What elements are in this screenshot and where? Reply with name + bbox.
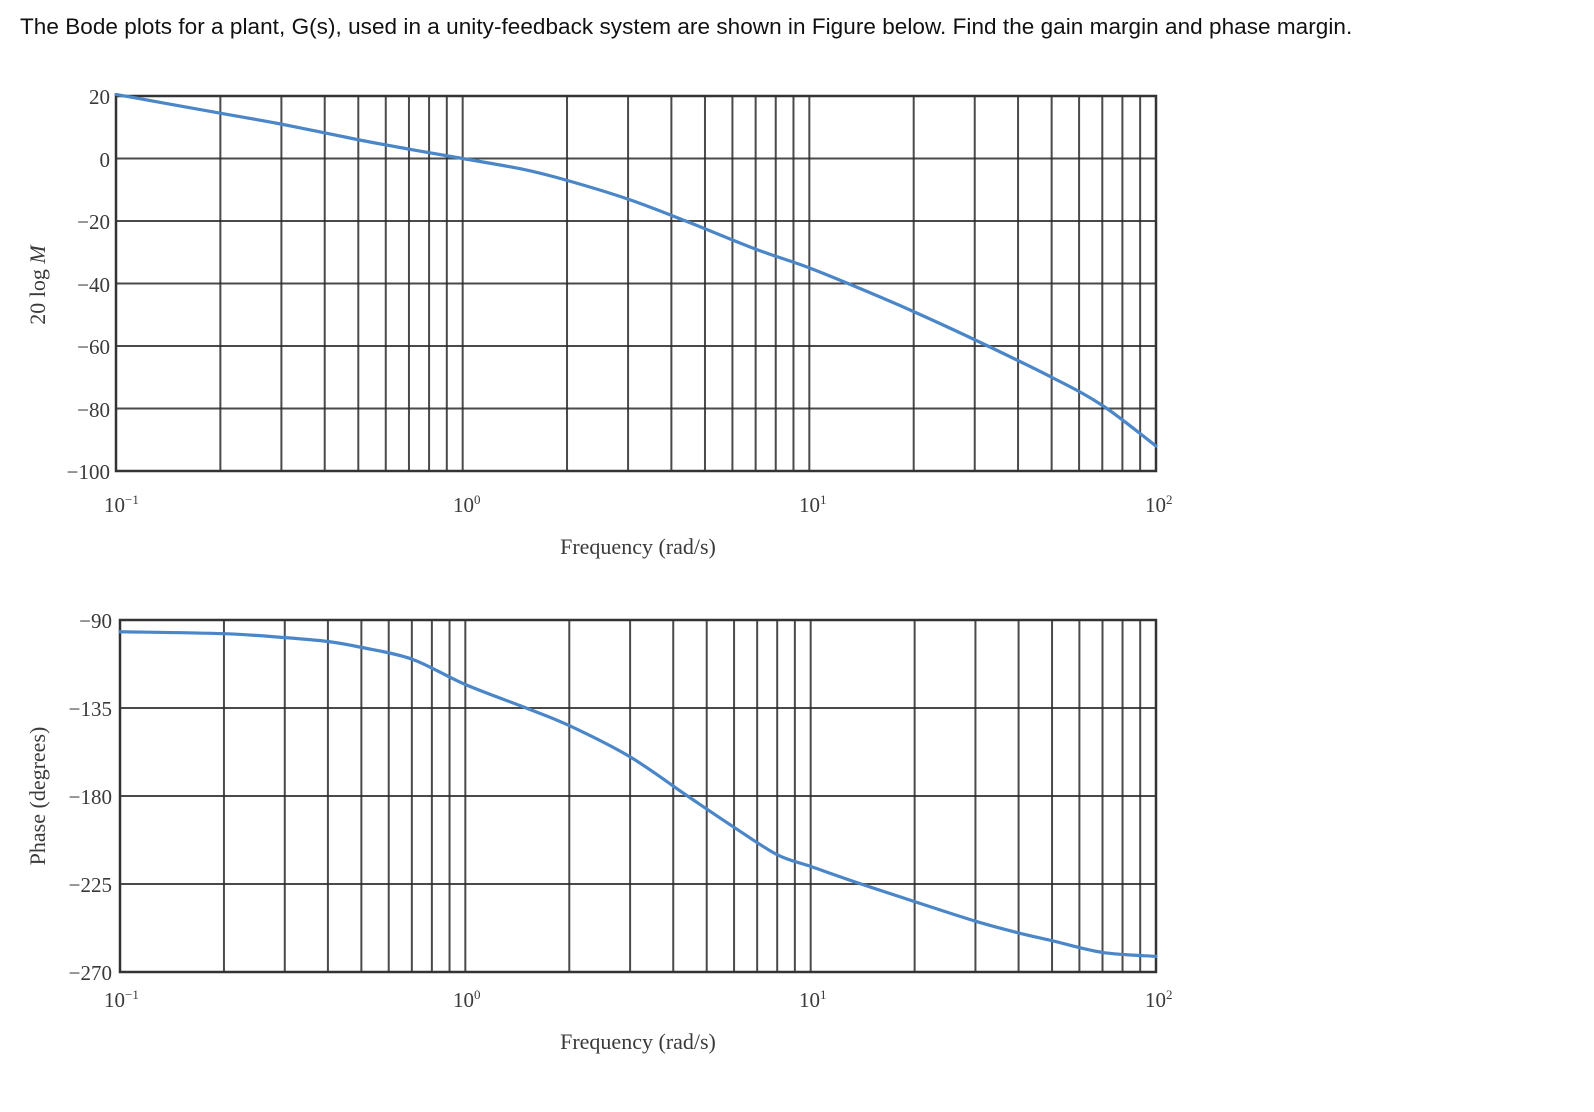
- y-tick: 0: [100, 148, 111, 172]
- phase-y-axis-label: Phase (degrees): [25, 727, 50, 866]
- x-tick: 10−1: [104, 492, 139, 517]
- magnitude-y-axis-label: 20 log M: [25, 244, 50, 325]
- y-tick: −180: [69, 785, 112, 809]
- x-tick: 101: [799, 492, 827, 517]
- question-text: The Bode plots for a plant, G(s), used i…: [20, 14, 1353, 39]
- magnitude-x-ticks: 10−1 100 101 102: [104, 492, 1173, 517]
- y-tick: −135: [69, 697, 112, 721]
- magnitude-plot: 20 0 −20 −40 −60 −80 −100 10−1 100 101 1…: [25, 85, 1173, 559]
- y-tick: −80: [77, 398, 110, 422]
- y-tick: −100: [67, 460, 110, 484]
- y-tick: −225: [69, 873, 112, 897]
- magnitude-x-axis-label: Frequency (rad/s): [560, 534, 716, 559]
- phase-plot: −90 −135 −180 −225 −270 10−1 100 101 102…: [25, 609, 1173, 1054]
- x-tick: 100: [453, 987, 481, 1012]
- y-tick: −20: [77, 210, 110, 234]
- phase-x-axis-label: Frequency (rad/s): [560, 1029, 716, 1054]
- phase-x-ticks: 10−1 100 101 102: [104, 987, 1173, 1012]
- x-tick: 102: [1145, 987, 1173, 1012]
- phase-y-ticks: −90 −135 −180 −225 −270: [69, 609, 112, 985]
- x-tick: 10−1: [104, 987, 139, 1012]
- y-tick: 20: [89, 85, 110, 109]
- y-tick: −270: [69, 961, 112, 985]
- y-tick: −90: [79, 609, 112, 633]
- y-tick: −40: [77, 273, 110, 297]
- x-tick: 100: [453, 492, 481, 517]
- magnitude-grid: [116, 95, 1156, 472]
- y-tick: −60: [77, 335, 110, 359]
- x-tick: 102: [1145, 492, 1173, 517]
- magnitude-y-ticks: 20 0 −20 −40 −60 −80 −100: [67, 85, 110, 484]
- magnitude-curve: [114, 92, 1158, 448]
- phase-frame: [118, 618, 1158, 974]
- phase-curve: [118, 630, 1158, 958]
- x-tick: 101: [799, 987, 827, 1012]
- magnitude-frame: [114, 94, 1158, 473]
- phase-grid: [120, 619, 1156, 973]
